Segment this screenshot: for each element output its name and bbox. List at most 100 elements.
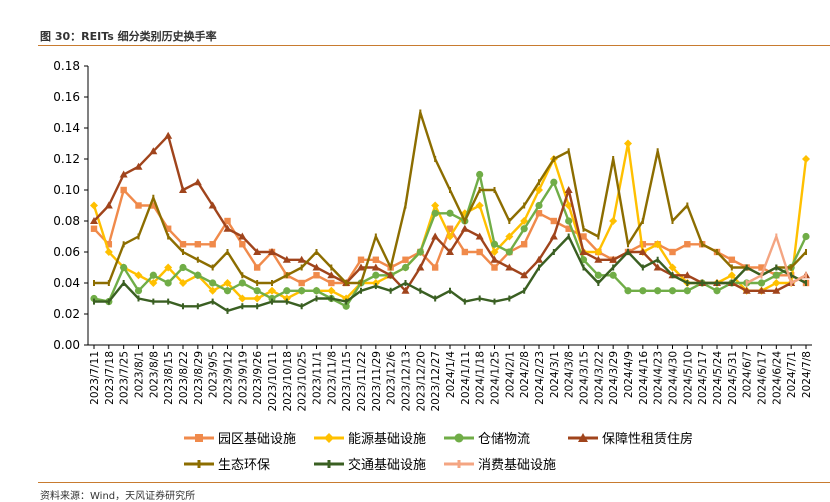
data-point — [639, 287, 647, 295]
legend-swatch-marker — [195, 434, 203, 442]
data-point — [684, 241, 691, 248]
data-point — [716, 280, 718, 286]
x-tick-label: 2023/12/20 — [415, 351, 427, 412]
data-point — [728, 256, 736, 263]
data-point — [612, 264, 615, 271]
data-point — [209, 241, 216, 248]
series-4 — [90, 131, 810, 294]
data-point — [253, 287, 261, 295]
data-point — [107, 298, 110, 305]
data-point — [330, 295, 333, 302]
data-point — [446, 232, 454, 241]
data-point — [624, 139, 632, 148]
data-point — [315, 295, 318, 302]
data-point — [805, 272, 807, 279]
data-point — [223, 287, 232, 295]
data-point — [149, 279, 158, 287]
legend-label: 园区基础设施 — [218, 432, 296, 447]
data-point — [300, 264, 303, 271]
data-point — [520, 241, 528, 248]
data-point — [523, 287, 526, 294]
x-tick-label: 2023/7/18 — [104, 351, 116, 405]
legend-item: 消费基础设施 — [444, 458, 556, 473]
data-point — [327, 286, 336, 295]
series-6 — [93, 233, 807, 314]
data-point — [549, 232, 558, 240]
x-tick-label: 2024/2/8 — [519, 351, 531, 398]
data-point — [104, 201, 113, 209]
x-tick-label: 2024/2/23 — [534, 351, 546, 405]
data-point — [493, 298, 496, 305]
data-point — [564, 186, 573, 193]
data-point — [371, 263, 380, 271]
data-point — [152, 298, 155, 305]
data-point — [107, 280, 110, 286]
data-point — [268, 294, 276, 303]
data-point — [760, 272, 763, 279]
data-point — [164, 225, 172, 232]
data-point — [164, 279, 172, 287]
data-point — [508, 218, 511, 224]
data-point — [434, 295, 437, 302]
data-point — [463, 298, 466, 305]
data-point — [241, 303, 244, 310]
data-point — [493, 187, 496, 193]
data-point — [582, 225, 585, 232]
y-tick-label: 0.12 — [53, 152, 80, 166]
data-point — [669, 248, 676, 256]
source-note: 资料来源：Wind，天风证券研究所 — [40, 491, 196, 502]
data-point — [374, 283, 377, 290]
x-tick-label: 2023/12/6 — [386, 351, 398, 405]
data-point — [627, 241, 629, 248]
data-point — [579, 248, 588, 255]
x-tick-label: 2024/6/7 — [742, 351, 754, 398]
data-point — [490, 248, 499, 256]
data-point — [775, 233, 778, 240]
data-point — [505, 248, 513, 256]
data-point — [372, 256, 380, 263]
x-tick-label: 2023/8/1 — [134, 351, 146, 398]
data-point — [446, 248, 454, 255]
data-point — [552, 156, 555, 162]
data-point — [805, 280, 807, 286]
x-tick-label: 2024/3/22 — [593, 351, 605, 405]
data-point — [182, 249, 184, 255]
data-point — [567, 148, 570, 155]
data-point — [701, 280, 704, 286]
data-point — [476, 248, 483, 256]
data-point — [671, 272, 674, 279]
data-point — [565, 225, 572, 232]
data-point — [282, 255, 291, 263]
x-tick-label: 2024/3/15 — [579, 351, 591, 405]
x-tick-label: 2023/11/29 — [371, 351, 383, 412]
data-point — [122, 241, 125, 248]
data-point — [196, 256, 199, 263]
data-point — [627, 249, 629, 255]
data-point — [730, 264, 733, 271]
data-point — [211, 298, 214, 305]
y-tick-label: 0.00 — [53, 338, 80, 352]
data-point — [120, 186, 127, 194]
data-point — [238, 294, 247, 303]
data-point — [656, 256, 659, 263]
y-tick-label: 0.08 — [53, 214, 80, 228]
data-point — [93, 280, 95, 286]
data-point — [298, 287, 306, 295]
legend-swatch-marker — [324, 433, 334, 443]
x-tick-label: 2023/11/15 — [341, 351, 353, 412]
x-tick-label: 2024/3/8 — [564, 351, 576, 398]
data-point — [312, 263, 321, 271]
data-point — [312, 287, 321, 295]
data-point — [357, 263, 365, 271]
data-point — [463, 218, 466, 224]
figure-title: 图 30：REITs 细分类别历史换手率 — [40, 30, 217, 43]
x-tick-label: 2024/6/17 — [757, 351, 769, 405]
data-point — [594, 271, 602, 279]
legend-item: 生态环保 — [184, 458, 270, 473]
data-point — [345, 280, 348, 286]
x-tick-label: 2024/1/11 — [460, 351, 472, 405]
data-point — [401, 286, 410, 294]
data-point — [90, 225, 98, 232]
data-point — [209, 279, 217, 287]
data-point — [582, 264, 585, 271]
